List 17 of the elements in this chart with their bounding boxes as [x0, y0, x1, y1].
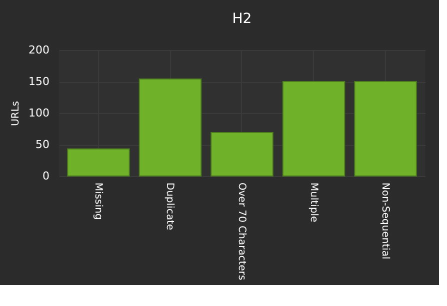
bar — [354, 81, 417, 176]
bar — [138, 78, 202, 176]
y-tick-label: 50 — [36, 138, 50, 151]
bar — [67, 148, 130, 176]
x-tick-label: Over 70 Characters — [236, 182, 247, 280]
y-tick-label: 100 — [28, 106, 50, 120]
y-tick-label: 200 — [28, 44, 50, 56]
x-tick-label: Non-Sequential — [380, 182, 391, 260]
bar — [282, 81, 346, 176]
x-tick-label: Multiple — [308, 182, 319, 222]
x-tick-label: Duplicate — [164, 182, 176, 230]
y-tick-label: 0 — [42, 170, 50, 182]
bar — [210, 132, 274, 176]
y-tick-label: 150 — [28, 75, 50, 88]
y-axis-title: URLs — [10, 100, 22, 126]
chart-title: H2 — [232, 11, 252, 27]
x-tick-label: Missing — [92, 182, 104, 220]
